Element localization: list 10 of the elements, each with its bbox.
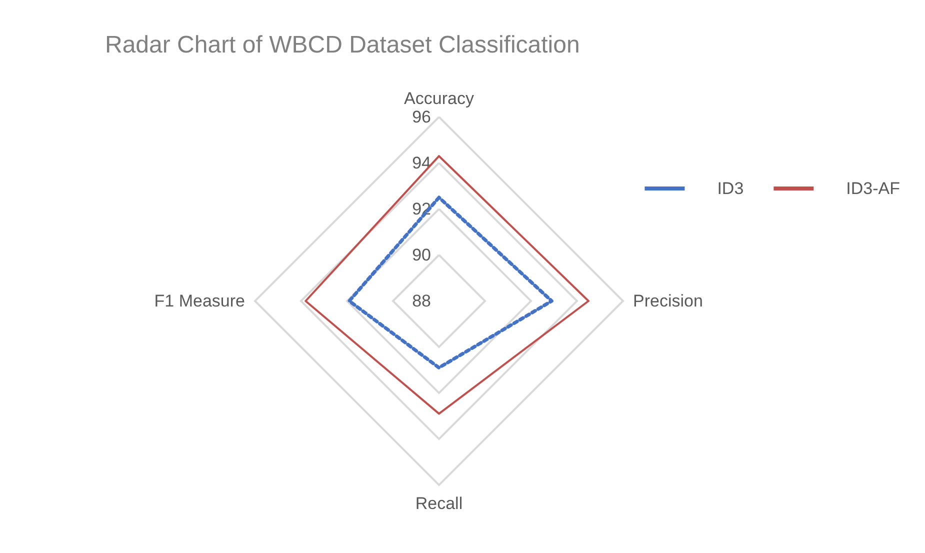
y-tick-label: 90 bbox=[412, 246, 431, 264]
y-tick-label: 96 bbox=[412, 108, 431, 126]
spoke-label: Precision bbox=[633, 292, 703, 310]
chart-title: Radar Chart of WBCD Dataset Classification bbox=[105, 32, 580, 58]
spoke-label: F1 Measure bbox=[154, 292, 245, 310]
spoke-label: Accuracy bbox=[404, 89, 474, 108]
spoke-label: Recall bbox=[415, 494, 463, 513]
legend-label: ID3-AF bbox=[846, 179, 900, 198]
legend-label: ID3 bbox=[717, 179, 744, 198]
y-tick-label: 88 bbox=[412, 292, 431, 310]
